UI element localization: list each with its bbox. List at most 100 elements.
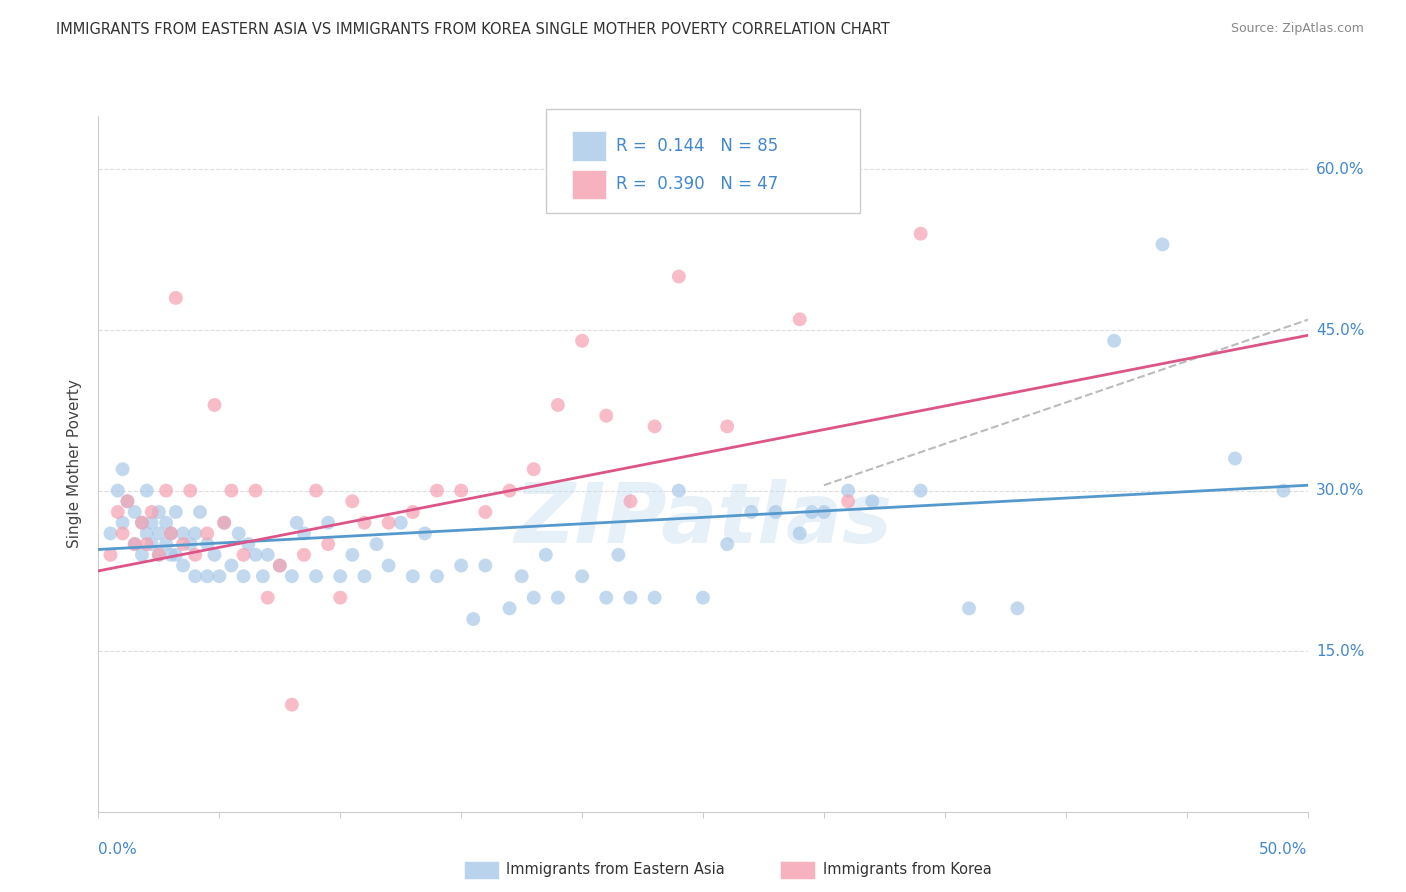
Point (256, 548, 278, 562)
Point (148, 526, 170, 541)
Point (269, 558, 291, 573)
Point (607, 548, 630, 562)
Point (100, 548, 122, 562)
Point (571, 569, 593, 583)
Point (668, 269, 690, 284)
Point (184, 548, 207, 562)
Text: 45.0%: 45.0% (1316, 323, 1364, 337)
Point (450, 558, 472, 573)
Point (474, 505, 496, 519)
Point (135, 537, 157, 551)
Point (172, 537, 194, 551)
Point (1223, 451, 1246, 466)
Point (135, 483, 157, 498)
Point (534, 548, 557, 562)
Point (292, 526, 315, 541)
Point (100, 526, 122, 541)
Point (281, 569, 304, 583)
Point (245, 483, 267, 498)
Point (389, 516, 412, 530)
Point (135, 526, 157, 541)
Point (155, 516, 177, 530)
Point (179, 537, 201, 551)
Point (342, 494, 364, 508)
Point (305, 483, 328, 498)
Point (426, 483, 449, 498)
Point (212, 516, 235, 530)
Point (195, 526, 218, 541)
Point (342, 548, 364, 562)
Point (148, 548, 170, 562)
Point (789, 526, 811, 541)
Point (172, 558, 194, 573)
Point (316, 516, 339, 530)
Point (547, 591, 569, 605)
Point (716, 537, 738, 551)
Point (837, 483, 859, 498)
Point (155, 537, 177, 551)
Point (141, 505, 163, 519)
Point (285, 516, 308, 530)
Point (124, 505, 146, 519)
Point (716, 419, 738, 434)
Point (800, 505, 823, 519)
Point (644, 419, 666, 434)
Point (837, 494, 859, 508)
Point (107, 483, 129, 498)
Point (1152, 237, 1174, 252)
Point (117, 494, 139, 508)
Point (1272, 483, 1295, 498)
Point (148, 548, 170, 562)
Point (353, 569, 375, 583)
Point (195, 537, 218, 551)
Point (402, 505, 425, 519)
Point (789, 312, 811, 326)
Point (426, 569, 449, 583)
Point (1102, 334, 1125, 348)
Point (377, 516, 399, 530)
Point (595, 409, 617, 423)
Point (957, 601, 980, 615)
Point (1007, 601, 1029, 615)
Point (523, 462, 546, 476)
Point (131, 516, 153, 530)
Point (644, 591, 666, 605)
Point (474, 558, 496, 573)
Point (510, 569, 533, 583)
Point (165, 291, 187, 305)
Point (256, 591, 278, 605)
Text: 30.0%: 30.0% (1316, 483, 1364, 498)
Point (860, 494, 883, 508)
Point (111, 526, 134, 541)
Point (124, 537, 146, 551)
Point (141, 537, 163, 551)
Point (111, 516, 134, 530)
Point (281, 698, 304, 712)
Point (212, 516, 235, 530)
Point (245, 548, 267, 562)
Point (221, 483, 243, 498)
Text: R =  0.144   N = 85: R = 0.144 N = 85 (616, 136, 778, 155)
Point (238, 537, 260, 551)
Text: IMMIGRANTS FROM EASTERN ASIA VS IMMIGRANTS FROM KOREA SINGLE MOTHER POVERTY CORR: IMMIGRANTS FROM EASTERN ASIA VS IMMIGRAN… (56, 22, 890, 37)
FancyBboxPatch shape (572, 131, 606, 161)
Point (188, 505, 211, 519)
Text: 15.0%: 15.0% (1316, 644, 1364, 658)
Point (232, 569, 254, 583)
Point (252, 569, 274, 583)
Point (910, 483, 932, 498)
Point (107, 505, 129, 519)
Text: Immigrants from Korea: Immigrants from Korea (823, 863, 991, 877)
Point (165, 505, 187, 519)
Point (292, 548, 315, 562)
Point (571, 334, 593, 348)
Point (179, 483, 201, 498)
Point (172, 526, 194, 541)
Point (160, 526, 183, 541)
Y-axis label: Single Mother Poverty: Single Mother Poverty (67, 379, 83, 549)
Text: ZIPatlas: ZIPatlas (515, 479, 891, 560)
Point (195, 569, 218, 583)
Point (498, 483, 520, 498)
Point (329, 569, 352, 583)
Point (204, 548, 226, 562)
